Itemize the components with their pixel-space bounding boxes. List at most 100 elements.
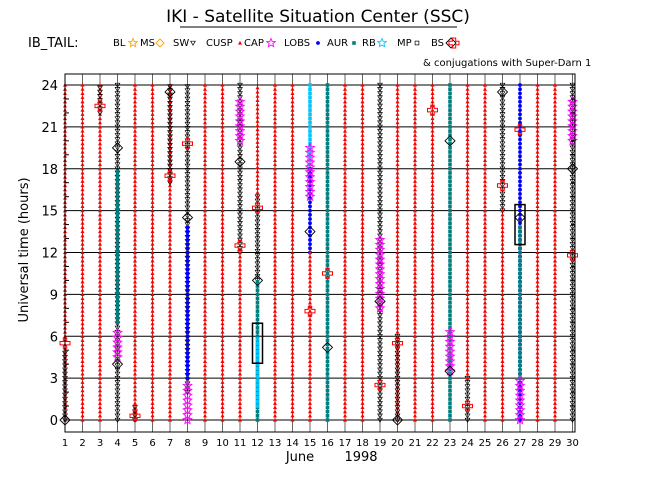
point-cusp: [98, 321, 102, 326]
point-cusp: [360, 153, 365, 158]
point-cusp: [500, 375, 505, 380]
point-cusp: [98, 350, 102, 355]
point-cusp: [150, 149, 155, 154]
point-cusp: [290, 95, 295, 100]
point-aur: [448, 397, 452, 401]
point-cusp: [343, 321, 347, 326]
point-cap: [444, 350, 456, 362]
marker-conjugation: [514, 124, 526, 136]
point-cusp: [273, 220, 277, 225]
point-cusp: [483, 225, 487, 229]
point-cusp: [98, 174, 102, 179]
point-cusp: [535, 200, 540, 204]
point-cusp: [483, 95, 487, 100]
point-cusp: [273, 388, 277, 393]
point-cusp: [343, 191, 347, 196]
point-cusp: [535, 392, 540, 397]
point-lobs: [185, 233, 190, 238]
point-cusp: [203, 321, 207, 326]
point-cusp: [343, 137, 347, 142]
point-cusp: [150, 112, 155, 116]
point-cusp: [343, 91, 347, 95]
marker-conjugation-shape: [427, 104, 438, 116]
point-cusp: [430, 137, 435, 142]
point-cusp: [500, 279, 505, 284]
point-cusp: [343, 216, 347, 221]
point-cusp: [553, 275, 557, 280]
point-cusp: [98, 409, 102, 414]
point-cusp: [343, 375, 347, 380]
point-cusp: [220, 375, 225, 380]
point-lobs: [185, 334, 190, 339]
point-cusp: [535, 204, 540, 209]
point-cusp: [220, 371, 225, 376]
point-cusp: [483, 179, 487, 183]
point-cusp: [535, 313, 540, 317]
point-cusp: [290, 300, 295, 305]
point-cusp: [168, 229, 172, 234]
point-cusp: [465, 174, 470, 179]
point-rb: [308, 95, 312, 100]
point-cusp: [413, 145, 417, 150]
point-cusp: [483, 359, 487, 363]
point-cusp: [500, 384, 505, 389]
point-cusp: [430, 220, 435, 225]
point-aur: [448, 405, 452, 410]
point-cusp: [465, 229, 470, 234]
point-cusp: [80, 95, 85, 100]
point-cusp: [483, 401, 487, 405]
point-cusp: [395, 229, 400, 234]
point-cusp: [273, 246, 277, 250]
point-cusp: [430, 250, 435, 255]
point-cusp: [343, 296, 347, 301]
point-cusp: [133, 95, 137, 100]
point-cusp: [220, 220, 225, 225]
point-aur: [448, 196, 452, 200]
point-cusp: [500, 275, 505, 280]
point-cusp: [553, 392, 557, 397]
segment-cusp-day-21: [413, 82, 417, 422]
point-cap: [514, 409, 526, 420]
point-cusp: [150, 329, 155, 334]
point-aur: [448, 313, 452, 318]
point-lobs: [185, 258, 190, 263]
point-cusp: [360, 313, 365, 317]
point-cusp: [80, 116, 85, 121]
point-cusp: [80, 296, 85, 301]
point-cusp: [343, 359, 347, 363]
segment-cusp-day-29: [553, 82, 557, 422]
point-cusp: [273, 200, 277, 204]
point-cusp: [465, 116, 470, 121]
point-cusp: [220, 308, 225, 313]
point-aur: [325, 171, 330, 175]
point-cap: [304, 151, 316, 163]
point-cap: [182, 414, 193, 425]
point-cusp: [133, 275, 137, 280]
point-lobs: [185, 359, 190, 364]
point-cusp: [500, 317, 505, 322]
point-cusp: [535, 95, 540, 100]
point-cusp: [360, 200, 365, 204]
point-cusp: [133, 128, 137, 133]
point-cusp: [413, 371, 417, 376]
plot-area: [59, 74, 579, 432]
point-rb: [308, 133, 312, 138]
point-cusp: [483, 174, 487, 179]
point-cap: [374, 288, 386, 299]
point-cusp: [308, 321, 312, 326]
point-cusp: [343, 112, 347, 116]
point-cusp: [220, 212, 225, 217]
point-cap: [112, 346, 123, 357]
marker-conjugation: [374, 379, 386, 391]
point-cusp: [203, 112, 207, 116]
point-cusp: [553, 204, 557, 209]
point-aur: [115, 203, 120, 207]
legend-marker-rb: [376, 37, 388, 48]
point-cusp: [395, 124, 400, 129]
point-cusp: [220, 250, 225, 255]
point-cusp: [553, 183, 557, 188]
point-lobs: [185, 351, 190, 355]
point-cusp: [273, 158, 277, 162]
point-aur: [255, 317, 260, 322]
point-cusp: [483, 128, 487, 133]
